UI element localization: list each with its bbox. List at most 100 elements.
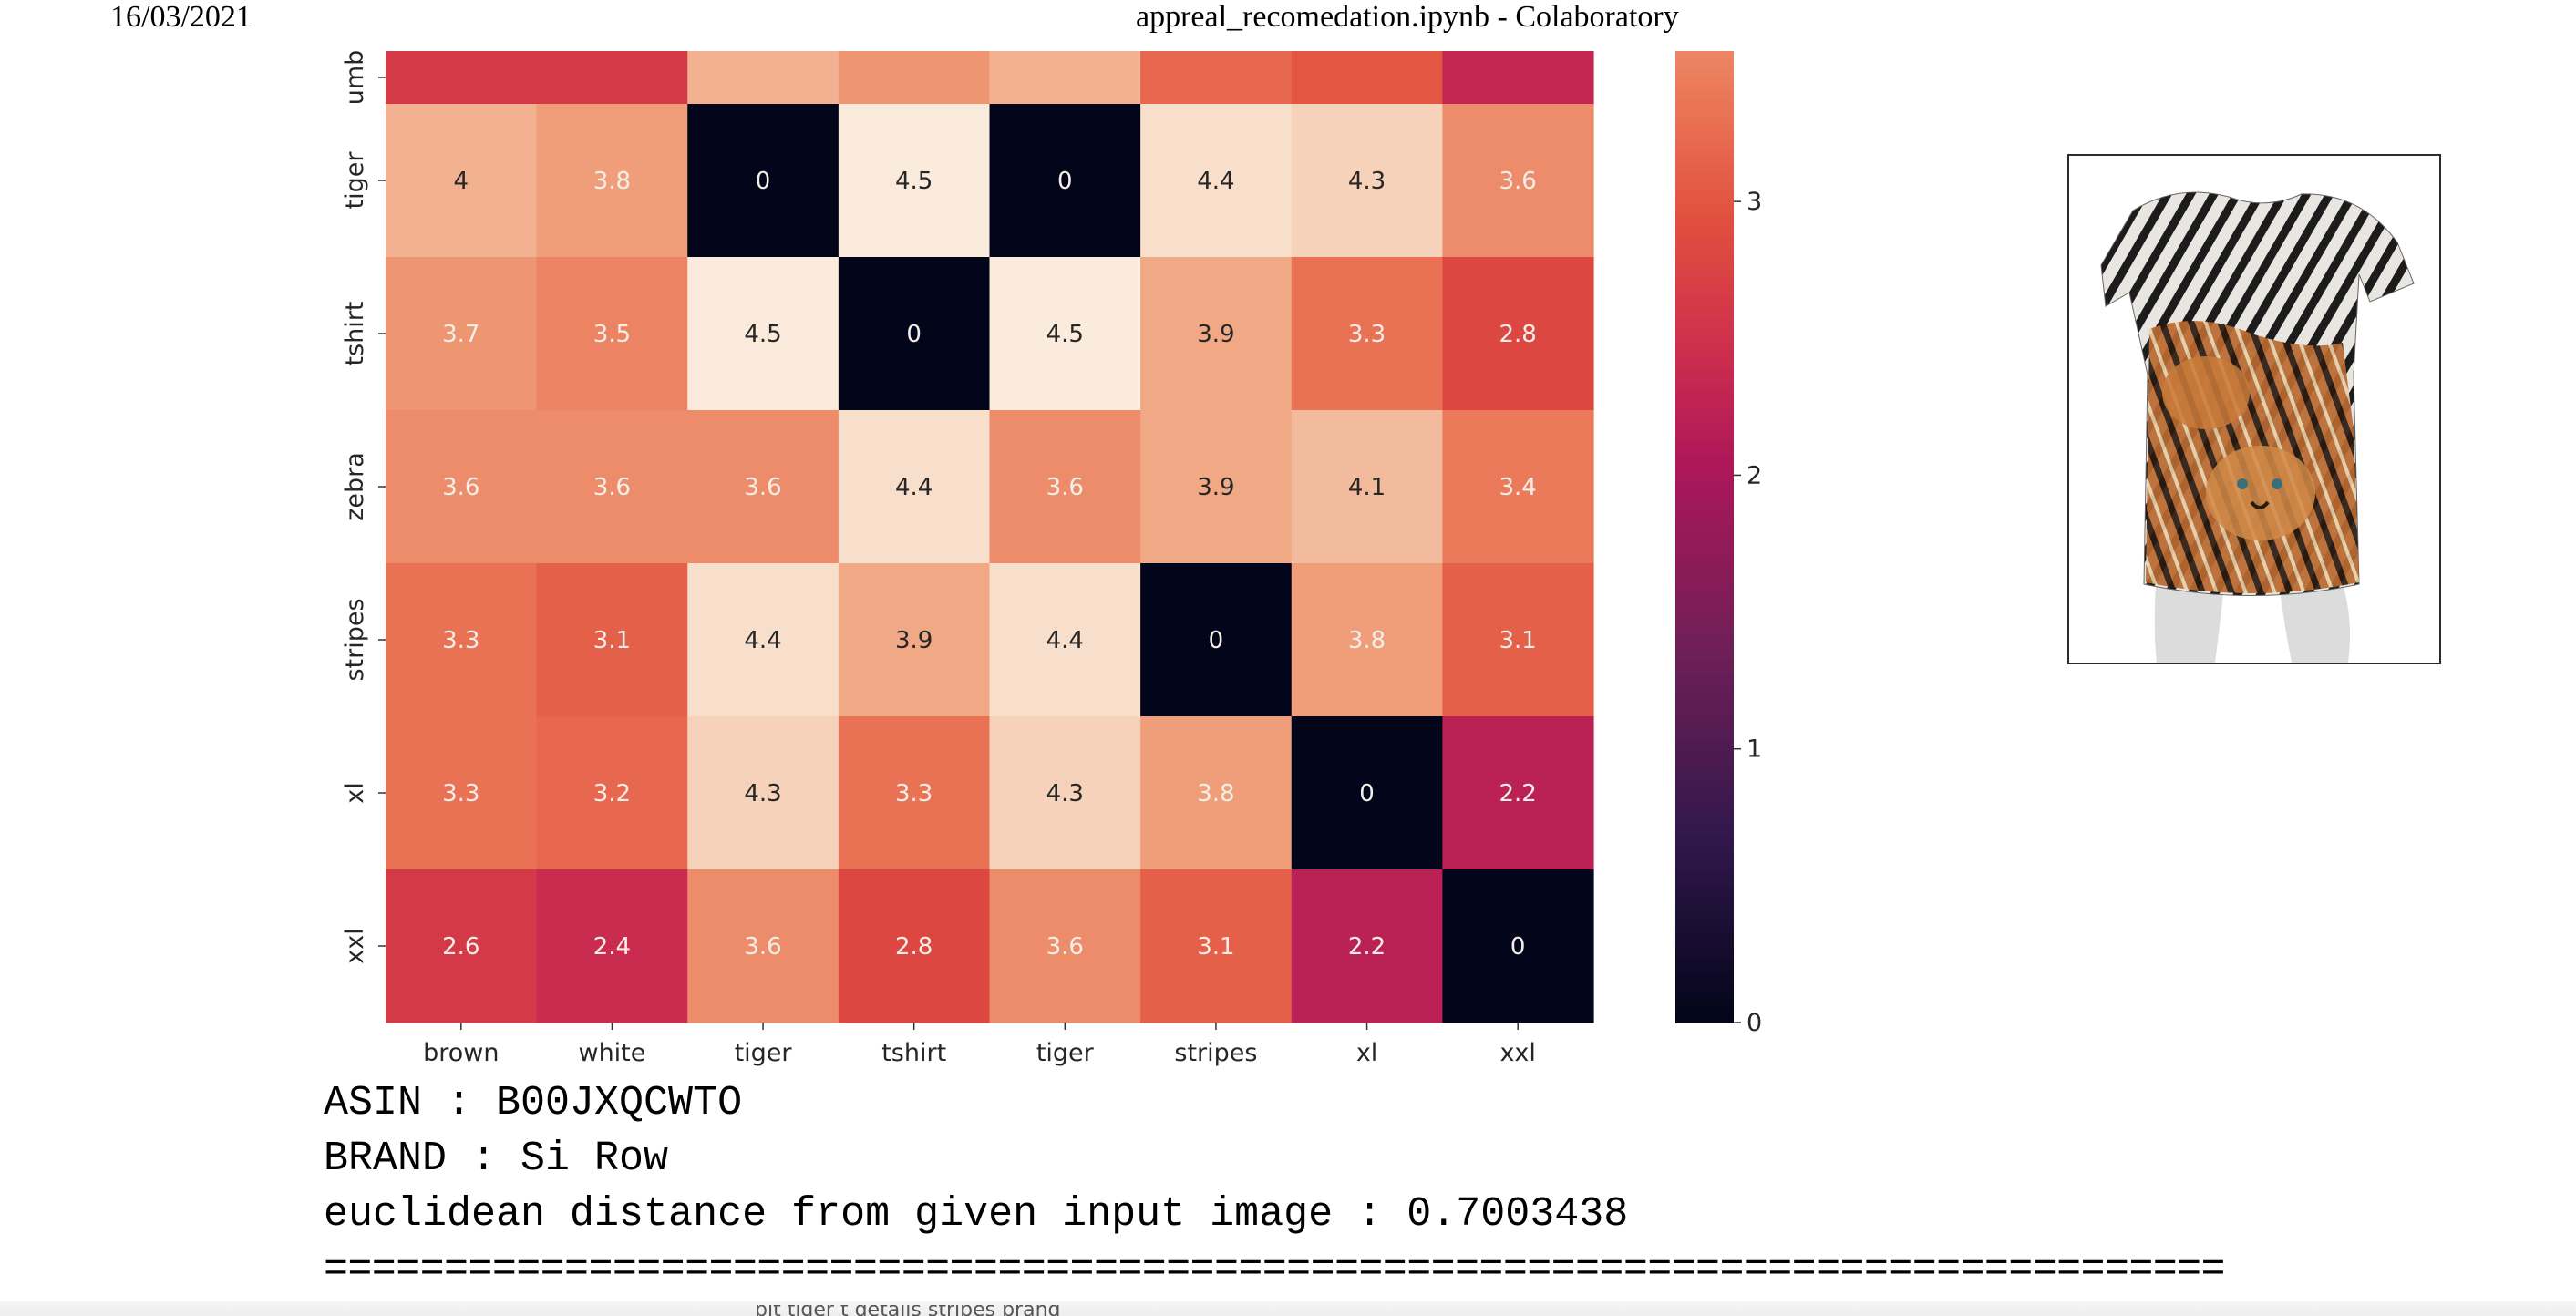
- colorbar-tick-label: 0: [1747, 1009, 1762, 1037]
- heatmap-cell-label: 4.5: [744, 321, 781, 348]
- heatmap-cell: [989, 716, 1141, 870]
- colorbar-segment: [1675, 471, 1734, 481]
- y-tick-label: xxl: [341, 928, 369, 963]
- heatmap-cell-label: 2.2: [1348, 933, 1386, 961]
- heatmap-annotations: 4 3.8 0 4.5 0 4.4 4.3 3.6 3.7 3.5 4.5 0 4.5 3.9 3.3 2.8…: [442, 168, 1537, 961]
- heatmap-cell-label: 3.5: [593, 321, 631, 348]
- heatmap-cell-label: 3.6: [1046, 474, 1084, 501]
- colorbar-segment: [1675, 488, 1734, 498]
- colorbar-segment: [1675, 245, 1734, 254]
- heatmap-cell: [386, 51, 538, 105]
- colorbar-segment: [1675, 690, 1734, 700]
- heatmap-cell: [386, 104, 538, 258]
- colorbar-segment: [1675, 642, 1734, 652]
- heatmap-cell: [1442, 716, 1594, 870]
- heatmap-cell-label: 0: [906, 321, 922, 348]
- colorbar-segment: [1675, 560, 1734, 571]
- colorbar-segment: [1675, 990, 1734, 1000]
- colorbar-segment: [1675, 593, 1734, 602]
- colorbar-tick-label: 1: [1747, 735, 1762, 764]
- heatmap-cell-label: 3.3: [442, 627, 479, 654]
- colorbar-segment: [1675, 666, 1734, 675]
- colorbar-segment: [1675, 91, 1734, 101]
- heatmap-cell-label: 3.9: [895, 627, 933, 654]
- heatmap-cells: [386, 51, 1594, 1023]
- colorbar-segment: [1675, 512, 1734, 522]
- colorbar-segment: [1675, 212, 1734, 222]
- heatmap-cell-label: 3.3: [895, 780, 933, 807]
- heatmap-cell-label: 0: [1057, 168, 1073, 195]
- x-tick-label: tiger: [735, 1039, 793, 1067]
- colorbar-segment: [1675, 302, 1734, 312]
- colorbar-segment: [1675, 804, 1734, 813]
- heatmap-chart: 4 3.8 0 4.5 0 4.4 4.3 3.6 3.7 3.5 4.5 0 4.5 3.9 3.3 2.8…: [341, 50, 1762, 1067]
- colorbar-segment: [1675, 415, 1734, 425]
- heatmap-cell: [838, 410, 991, 564]
- colorbar-segment: [1675, 180, 1734, 190]
- x-tick-label: tshirt: [881, 1039, 946, 1067]
- colorbar-segment: [1675, 941, 1734, 951]
- colorbar-segment: [1675, 625, 1734, 635]
- heatmap-cell: [989, 51, 1141, 105]
- colorbar-segment: [1675, 650, 1734, 660]
- heatmap-cell: [1140, 104, 1293, 258]
- y-tick-label: tiger: [341, 151, 369, 210]
- heatmap-cell: [1442, 563, 1594, 717]
- heatmap-cell: [536, 410, 688, 564]
- colorbar-segment: [1675, 950, 1734, 959]
- heatmap-cell-label: 4.3: [1348, 168, 1386, 195]
- x-tick-label: white: [578, 1039, 645, 1067]
- colorbar-segment: [1675, 1006, 1734, 1015]
- colorbar-segment: [1675, 925, 1734, 935]
- colorbar-segment: [1675, 83, 1734, 93]
- heatmap-cell-label: 3.8: [1348, 627, 1386, 654]
- heatmap-cell-label: 3.3: [1348, 321, 1386, 348]
- heatmap-cell-label: 4.4: [1197, 168, 1234, 195]
- x-tick-label: xl: [1356, 1039, 1377, 1067]
- heatmap-cell: [1140, 410, 1293, 564]
- colorbar-segment: [1675, 933, 1734, 942]
- heatmap-cell: [536, 563, 688, 717]
- heatmap-cell-label: 4.5: [1046, 321, 1084, 348]
- colorbar-segment: [1675, 698, 1734, 708]
- colorbar-segment: [1675, 318, 1734, 327]
- heatmap-cell: [1291, 869, 1443, 1023]
- colorbar-segment: [1675, 787, 1734, 797]
- colorbar-segment: [1675, 763, 1734, 773]
- heatmap-cell: [536, 257, 688, 411]
- heatmap-cell: [1140, 869, 1293, 1023]
- colorbar-segment: [1675, 123, 1734, 133]
- colorbar-segment: [1675, 261, 1734, 271]
- colorbar-segment: [1675, 982, 1734, 992]
- colorbar-segment: [1675, 909, 1734, 919]
- colorbar-segment: [1675, 196, 1734, 206]
- colorbar-segment: [1675, 391, 1734, 400]
- heatmap-cell: [1442, 51, 1594, 105]
- colorbar: 0 1 2 3: [1675, 51, 1762, 1037]
- colorbar-segment: [1675, 852, 1734, 862]
- heatmap-cell: [536, 104, 688, 258]
- colorbar-segment: [1675, 577, 1734, 587]
- heatmap-cell: [386, 257, 538, 411]
- colorbar-segment: [1675, 917, 1734, 927]
- colorbar-segment: [1675, 131, 1734, 141]
- heatmap-cell: [1291, 257, 1443, 411]
- y-tick-label: umb: [341, 50, 369, 106]
- colorbar-segment: [1675, 204, 1734, 214]
- colorbar-segment: [1675, 253, 1734, 262]
- heatmap-cell: [838, 104, 991, 258]
- colorbar-segment: [1675, 439, 1734, 449]
- colorbar-segment: [1675, 755, 1734, 765]
- heatmap-cell: [1291, 716, 1443, 870]
- heatmap-cell-label: 4.1: [1348, 474, 1386, 501]
- heatmap-cell-label: 3.6: [1046, 933, 1084, 961]
- colorbar-segment: [1675, 51, 1734, 60]
- heatmap-cell: [1442, 104, 1594, 258]
- heatmap-cell-label: 4.4: [744, 627, 781, 654]
- heatmap-cell-label: 3.8: [1197, 780, 1234, 807]
- colorbar-segment: [1675, 108, 1734, 117]
- colorbar-segment: [1675, 431, 1734, 441]
- heatmap-cell: [1291, 104, 1443, 258]
- colorbar-segment: [1675, 326, 1734, 335]
- heatmap-cell-label: 2.6: [442, 933, 479, 961]
